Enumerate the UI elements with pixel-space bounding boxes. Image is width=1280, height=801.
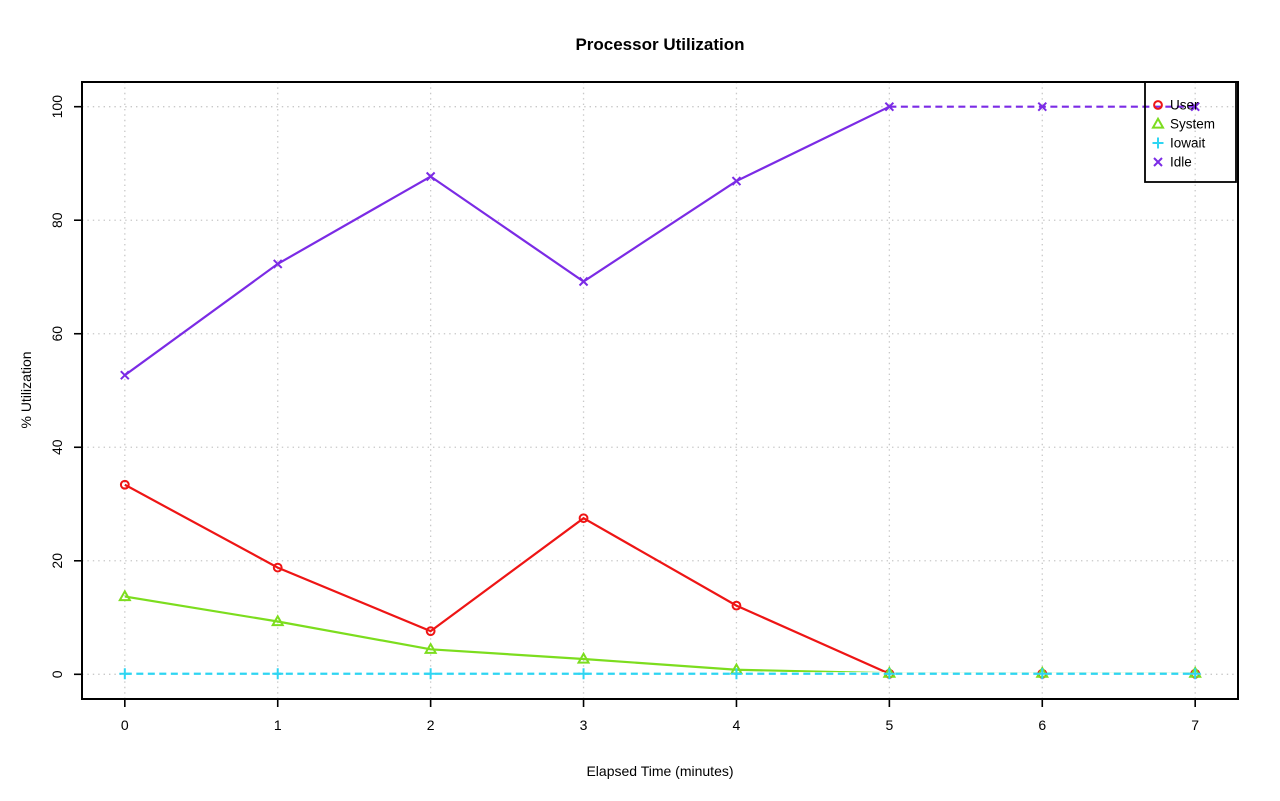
x-tick-label: 5 xyxy=(885,717,893,733)
marker-circle xyxy=(731,600,742,611)
y-tick-label: 80 xyxy=(49,212,65,228)
x-axis: 0 1 2 3 4 5 6 7 xyxy=(121,699,1199,733)
marker-circle xyxy=(578,513,589,524)
legend-label-user: User xyxy=(1170,98,1199,113)
series-system-line xyxy=(124,595,1196,675)
marker-plus xyxy=(425,668,437,680)
x-tick-label: 6 xyxy=(1038,717,1046,733)
series-line xyxy=(124,595,1196,675)
x-tick-label: 2 xyxy=(427,717,435,733)
marker-x xyxy=(578,276,589,287)
legend-label-idle: Idle xyxy=(1170,155,1192,170)
marker-triangle xyxy=(271,614,285,627)
y-tick-label: 40 xyxy=(49,439,65,455)
marker-x xyxy=(120,370,130,380)
marker-circle xyxy=(272,562,283,573)
legend-box xyxy=(1144,81,1237,183)
marker-x xyxy=(884,101,895,112)
y-tick-label: 60 xyxy=(49,326,65,342)
series-idle-markers xyxy=(120,101,1200,380)
series-user-markers xyxy=(119,479,1201,679)
y-axis-label: % Utilization xyxy=(18,351,34,428)
marker-circle xyxy=(425,626,436,637)
marker-x xyxy=(731,176,742,186)
marker-plus xyxy=(883,668,895,680)
legend-label-system: System xyxy=(1170,117,1215,132)
series-line xyxy=(124,105,890,377)
marker-plus xyxy=(578,668,590,680)
marker-plus xyxy=(1152,137,1164,149)
marker-x xyxy=(1153,157,1163,167)
marker-plus xyxy=(1189,668,1201,680)
series-user-line xyxy=(124,483,1196,675)
plot-border xyxy=(81,81,1239,700)
x-tick-label: 0 xyxy=(121,717,129,733)
legend: User System Iowait Idle xyxy=(1144,81,1237,183)
marker-x xyxy=(273,259,283,269)
marker-plus xyxy=(272,668,284,680)
y-tick-label: 100 xyxy=(49,95,65,119)
chart-generated-content: 0 1 2 3 4 5 6 7 0 20 40 60 80 100 User System Iowait Idle xyxy=(49,81,1239,733)
x-tick-label: 1 xyxy=(274,717,282,733)
marker-plus xyxy=(1036,668,1048,680)
series-iowait-markers xyxy=(119,668,1201,680)
x-tick-label: 7 xyxy=(1191,717,1199,733)
marker-x xyxy=(1037,101,1047,112)
marker-x xyxy=(1190,101,1200,112)
marker-circle xyxy=(1153,100,1163,110)
grid xyxy=(82,82,1238,699)
marker-x xyxy=(425,171,436,182)
x-tick-label: 3 xyxy=(580,717,588,733)
x-axis-label: Elapsed Time (minutes) xyxy=(586,763,733,779)
y-tick-label: 20 xyxy=(49,553,65,569)
chart-title: Processor Utilization xyxy=(575,35,744,54)
marker-circle xyxy=(119,479,130,490)
legend-label-iowait: Iowait xyxy=(1170,136,1206,151)
series-line xyxy=(124,483,1196,675)
y-axis: 0 20 40 60 80 100 xyxy=(49,95,82,678)
x-tick-label: 4 xyxy=(733,717,741,733)
y-tick-label: 0 xyxy=(49,670,65,678)
marker-triangle xyxy=(423,642,438,654)
marker-triangle xyxy=(576,651,591,664)
series-idle-line xyxy=(124,105,1196,377)
marker-triangle xyxy=(118,589,132,602)
marker-plus xyxy=(119,668,131,680)
marker-triangle xyxy=(1151,116,1165,129)
marker-plus xyxy=(730,668,742,680)
